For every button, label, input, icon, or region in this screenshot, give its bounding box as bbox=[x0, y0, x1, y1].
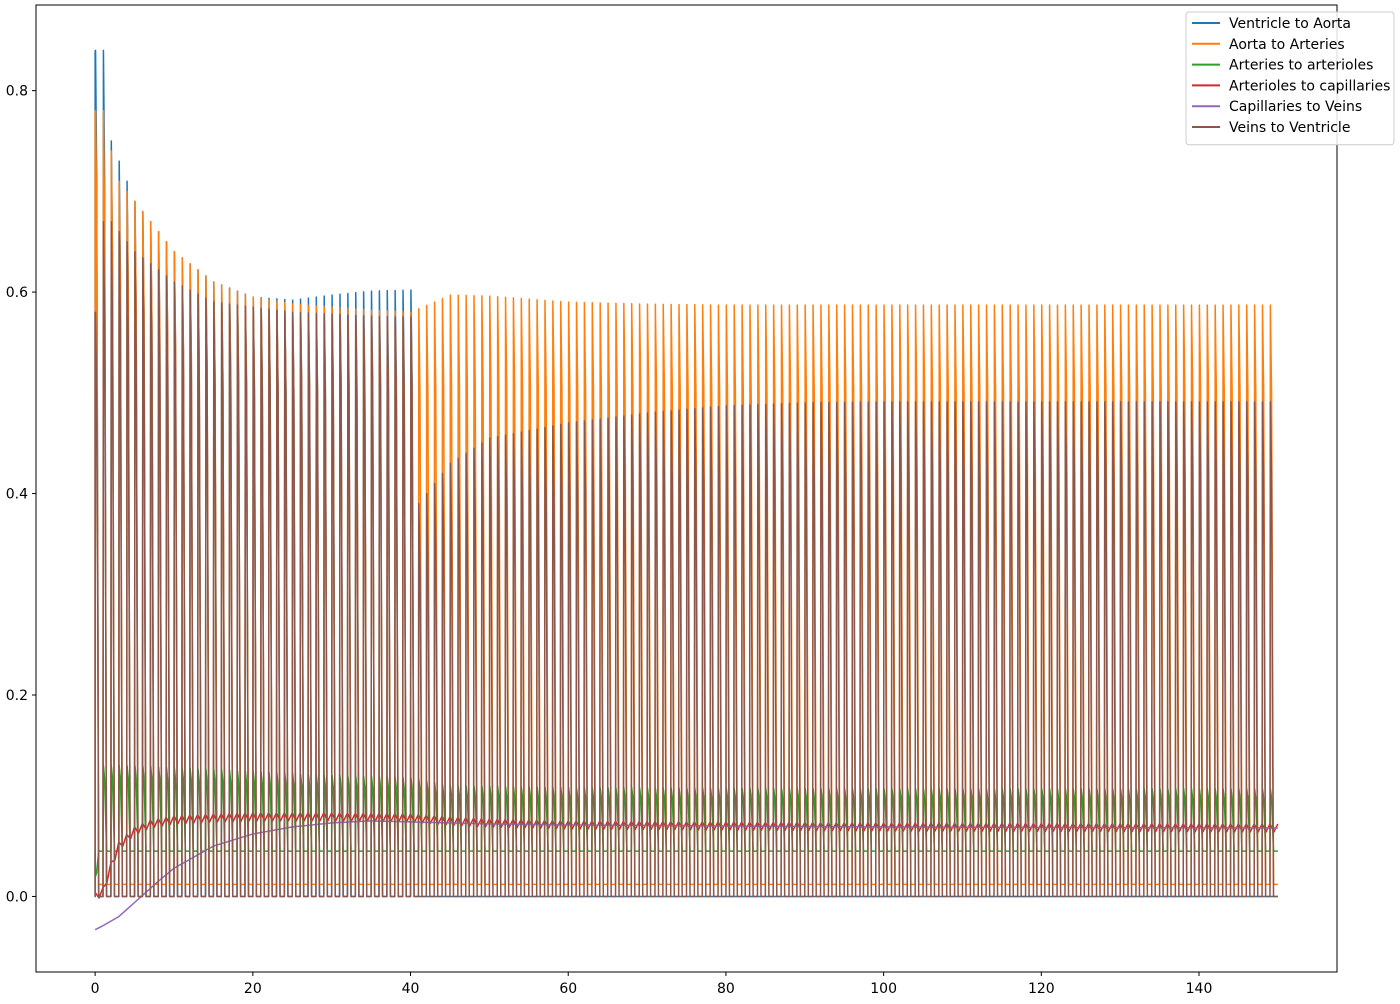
x-tick-label: 60 bbox=[559, 981, 577, 997]
x-tick-label: 0 bbox=[91, 981, 100, 997]
x-tick-label: 120 bbox=[1028, 981, 1055, 997]
x-tick-label: 20 bbox=[244, 981, 262, 997]
legend-label: Arterioles to capillaries bbox=[1229, 78, 1390, 94]
x-axis: 0 20 40 60 80 100 120 140 bbox=[91, 972, 1213, 997]
series-line-3 bbox=[94, 764, 1278, 878]
x-tick-label: 40 bbox=[402, 981, 420, 997]
legend-label: Arteries to arterioles bbox=[1229, 58, 1373, 74]
series-line-6 bbox=[94, 220, 1278, 898]
x-tick-label: 140 bbox=[1186, 981, 1213, 997]
y-axis: 0.0 0.2 0.4 0.6 0.8 bbox=[6, 84, 36, 905]
legend-label: Veins to Ventricle bbox=[1229, 120, 1350, 136]
y-tick-label: 0.4 bbox=[6, 487, 28, 503]
y-tick-label: 0.6 bbox=[6, 285, 28, 301]
legend-box bbox=[1185, 11, 1395, 146]
plot-frame bbox=[35, 4, 1338, 973]
series-layer bbox=[94, 49, 1279, 931]
legend-label: Ventricle to Aorta bbox=[1229, 16, 1351, 32]
y-tick-label: 0.2 bbox=[6, 688, 28, 704]
x-tick-label: 80 bbox=[717, 981, 735, 997]
y-tick-label: 0.8 bbox=[6, 84, 28, 100]
legend-label: Aorta to Arteries bbox=[1229, 37, 1345, 53]
x-tick-label: 100 bbox=[870, 981, 897, 997]
legend-label: Capillaries to Veins bbox=[1229, 99, 1362, 115]
legend: Ventricle to Aorta Aorta to Arteries Arter… bbox=[1185, 11, 1395, 146]
y-tick-label: 0.0 bbox=[6, 889, 28, 905]
